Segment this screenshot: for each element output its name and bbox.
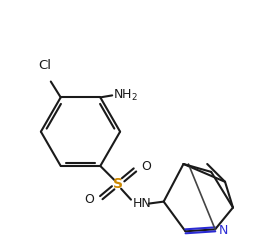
- Text: N: N: [219, 224, 229, 237]
- Text: Cl: Cl: [38, 59, 51, 72]
- Text: O: O: [141, 160, 151, 174]
- Text: HN: HN: [133, 197, 152, 210]
- Text: O: O: [84, 193, 94, 206]
- Text: NH$_2$: NH$_2$: [113, 88, 138, 103]
- Text: S: S: [113, 177, 123, 191]
